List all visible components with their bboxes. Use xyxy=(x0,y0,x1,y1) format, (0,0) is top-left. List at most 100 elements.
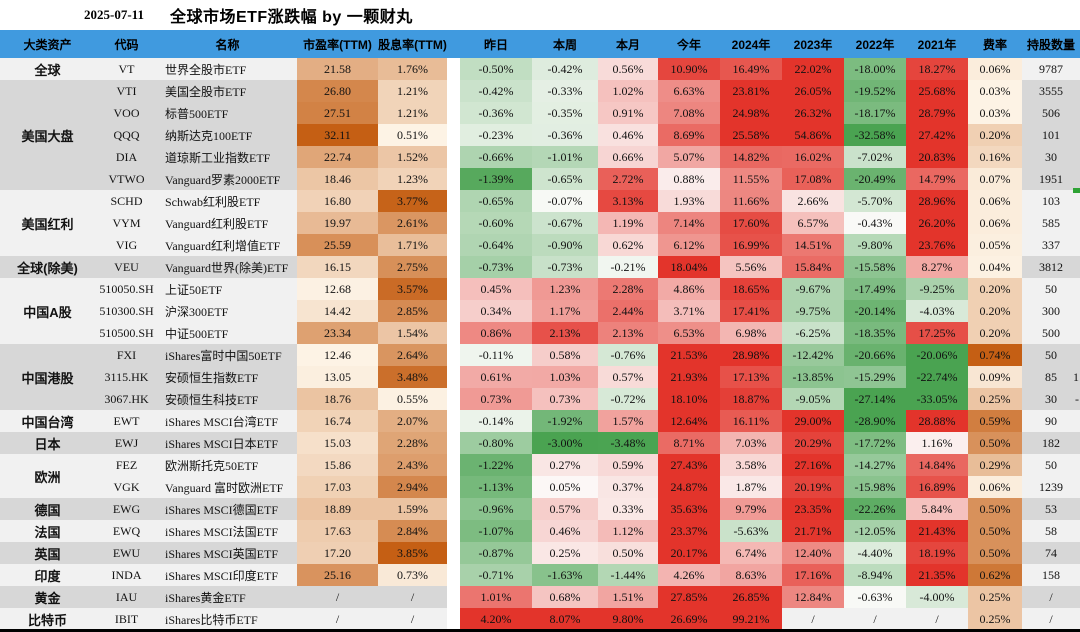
name-cell: iShares MSCI台湾ETF xyxy=(158,410,297,432)
spacer-cell xyxy=(447,300,460,322)
code-cell: FEZ xyxy=(95,454,158,476)
return-cell-2022: -0.43% xyxy=(844,212,906,234)
pe-cell: 16.15 xyxy=(297,256,378,278)
dividend-cell: 2.61% xyxy=(378,212,447,234)
dividend-cell: 2.64% xyxy=(378,344,447,366)
table-row-DIA: DIA 道琼斯工业指数ETF 22.74 1.52% -0.66% -1.01% 0.66%… xyxy=(0,146,1080,168)
col-header-10: 2023年 xyxy=(782,30,844,58)
return-cell-2024: 24.98% xyxy=(720,102,782,124)
return-cell-2023: 2.66% xyxy=(782,190,844,212)
report-date: 2025-07-11 xyxy=(84,7,144,22)
return-cell-ytd: 8.71% xyxy=(658,432,720,454)
code-cell: EWJ xyxy=(95,432,158,454)
asset-class-cell: 欧洲 xyxy=(0,454,95,498)
return-cell-2023: -6.25% xyxy=(782,322,844,344)
name-cell: iShares MSCI日本ETF xyxy=(158,432,297,454)
return-cell-ytd: 7.08% xyxy=(658,102,720,124)
col-header-13: 费率 xyxy=(968,30,1022,58)
col-header-9: 2024年 xyxy=(720,30,782,58)
return-cell-2022: -17.72% xyxy=(844,432,906,454)
fee-cell: 0.50% xyxy=(968,542,1022,564)
return-cell-2024: 26.85% xyxy=(720,586,782,608)
code-cell: EWQ xyxy=(95,520,158,542)
code-cell: QQQ xyxy=(95,124,158,146)
spacer-cell xyxy=(447,564,460,586)
table-row-VYM: VYM Vanguard红利股ETF 19.97 2.61% -0.60% -0.67% 1… xyxy=(0,212,1080,234)
return-cell-yesterday: -0.66% xyxy=(460,146,532,168)
pe-cell: 17.63 xyxy=(297,520,378,542)
page-title: 全球市场ETF涨跌幅 by 一颗财丸 xyxy=(169,9,413,26)
table-row-IBIT: 比特币 IBIT iShares比特币ETF //4.20% 8.07% 9.80% 26.… xyxy=(0,608,1080,630)
return-cell-month: -0.76% xyxy=(598,344,658,366)
fee-cell: 0.50% xyxy=(968,432,1022,454)
holdings-cell: 3555 xyxy=(1022,80,1080,102)
return-cell-yesterday: -0.64% xyxy=(460,234,532,256)
return-cell-2022: -32.58% xyxy=(844,124,906,146)
code-cell: 3115.HK xyxy=(95,366,158,388)
return-cell-2023: 22.02% xyxy=(782,58,844,80)
table-row-VIG: VIG Vanguard红利增值ETF 25.59 1.71% -0.64% -0.90%… xyxy=(0,234,1080,256)
dividend-cell: 3.48% xyxy=(378,366,447,388)
spacer-cell xyxy=(447,366,460,388)
return-cell-2021: -22.74% xyxy=(906,366,968,388)
return-cell-2024: -5.63% xyxy=(720,520,782,542)
return-cell-2022: -22.26% xyxy=(844,498,906,520)
return-cell-month: 0.33% xyxy=(598,498,658,520)
return-cell-yesterday: -0.11% xyxy=(460,344,532,366)
return-cell-2022: -8.94% xyxy=(844,564,906,586)
return-cell-month: 0.62% xyxy=(598,234,658,256)
return-cell-yesterday: -0.36% xyxy=(460,102,532,124)
fee-cell: 0.06% xyxy=(968,190,1022,212)
spacer-cell xyxy=(447,608,460,630)
table-row-EWJ: 日本 EWJ iShares MSCI日本ETF 15.03 2.28% -0.80% -3… xyxy=(0,432,1080,454)
return-cell-yesterday: -0.60% xyxy=(460,212,532,234)
return-cell-week: -0.33% xyxy=(532,80,598,102)
return-cell-2022: -28.90% xyxy=(844,410,906,432)
fee-cell: 0.59% xyxy=(968,410,1022,432)
pe-cell: 17.03 xyxy=(297,476,378,498)
return-cell-month: 0.37% xyxy=(598,476,658,498)
return-cell-week: 0.27% xyxy=(532,454,598,476)
holdings-cell: / xyxy=(1022,586,1080,608)
code-cell: VEU xyxy=(95,256,158,278)
dividend-cell: 2.43% xyxy=(378,454,447,476)
pe-cell: 15.86 xyxy=(297,454,378,476)
return-cell-2022: -19.52% xyxy=(844,80,906,102)
name-cell: 世界全股市ETF xyxy=(158,58,297,80)
return-cell-yesterday: -0.73% xyxy=(460,256,532,278)
return-cell-ytd: 12.64% xyxy=(658,410,720,432)
name-cell: Vanguard红利股ETF xyxy=(158,212,297,234)
dividend-cell: 2.84% xyxy=(378,520,447,542)
return-cell-2022: -15.98% xyxy=(844,476,906,498)
name-cell: iShares比特币ETF xyxy=(158,608,297,630)
return-cell-yesterday: -0.71% xyxy=(460,564,532,586)
spacer-cell xyxy=(447,58,460,80)
holdings-cell: 158 xyxy=(1022,564,1080,586)
return-cell-2024: 23.81% xyxy=(720,80,782,102)
col-header-6: 本周 xyxy=(532,30,598,58)
table-row-VTI: 美国大盘 VTI 美国全股市ETF 26.80 1.21% -0.42% -0.33% 1.0… xyxy=(0,80,1080,190)
spacer-cell xyxy=(447,212,460,234)
return-cell-ytd: 6.53% xyxy=(658,322,720,344)
return-cell-2023: 26.05% xyxy=(782,80,844,102)
table-row-3115.HK: 3115.HK 安硕恒生指数ETF 13.05 3.48% 0.61% 1.03% 0.57… xyxy=(0,366,1080,388)
spacer-cell xyxy=(447,388,460,410)
return-cell-2024: 11.55% xyxy=(720,168,782,190)
return-cell-ytd: 5.07% xyxy=(658,146,720,168)
return-cell-week: 0.57% xyxy=(532,498,598,520)
holdings-cell: 30 xyxy=(1022,388,1080,410)
pe-cell: 19.97 xyxy=(297,212,378,234)
return-cell-yesterday: -1.13% xyxy=(460,476,532,498)
return-cell-2022: -12.05% xyxy=(844,520,906,542)
return-cell-ytd: 18.10% xyxy=(658,388,720,410)
spacer-cell xyxy=(447,520,460,542)
asset-class-cell: 比特币 xyxy=(0,608,95,630)
name-cell: iShares MSCI英国ETF xyxy=(158,542,297,564)
holdings-cell: 3812 xyxy=(1022,256,1080,278)
return-cell-month: 0.50% xyxy=(598,542,658,564)
return-cell-2023: 15.84% xyxy=(782,256,844,278)
return-cell-2022: / xyxy=(844,608,906,630)
return-cell-2023: 21.71% xyxy=(782,520,844,542)
return-cell-yesterday: -0.14% xyxy=(460,410,532,432)
